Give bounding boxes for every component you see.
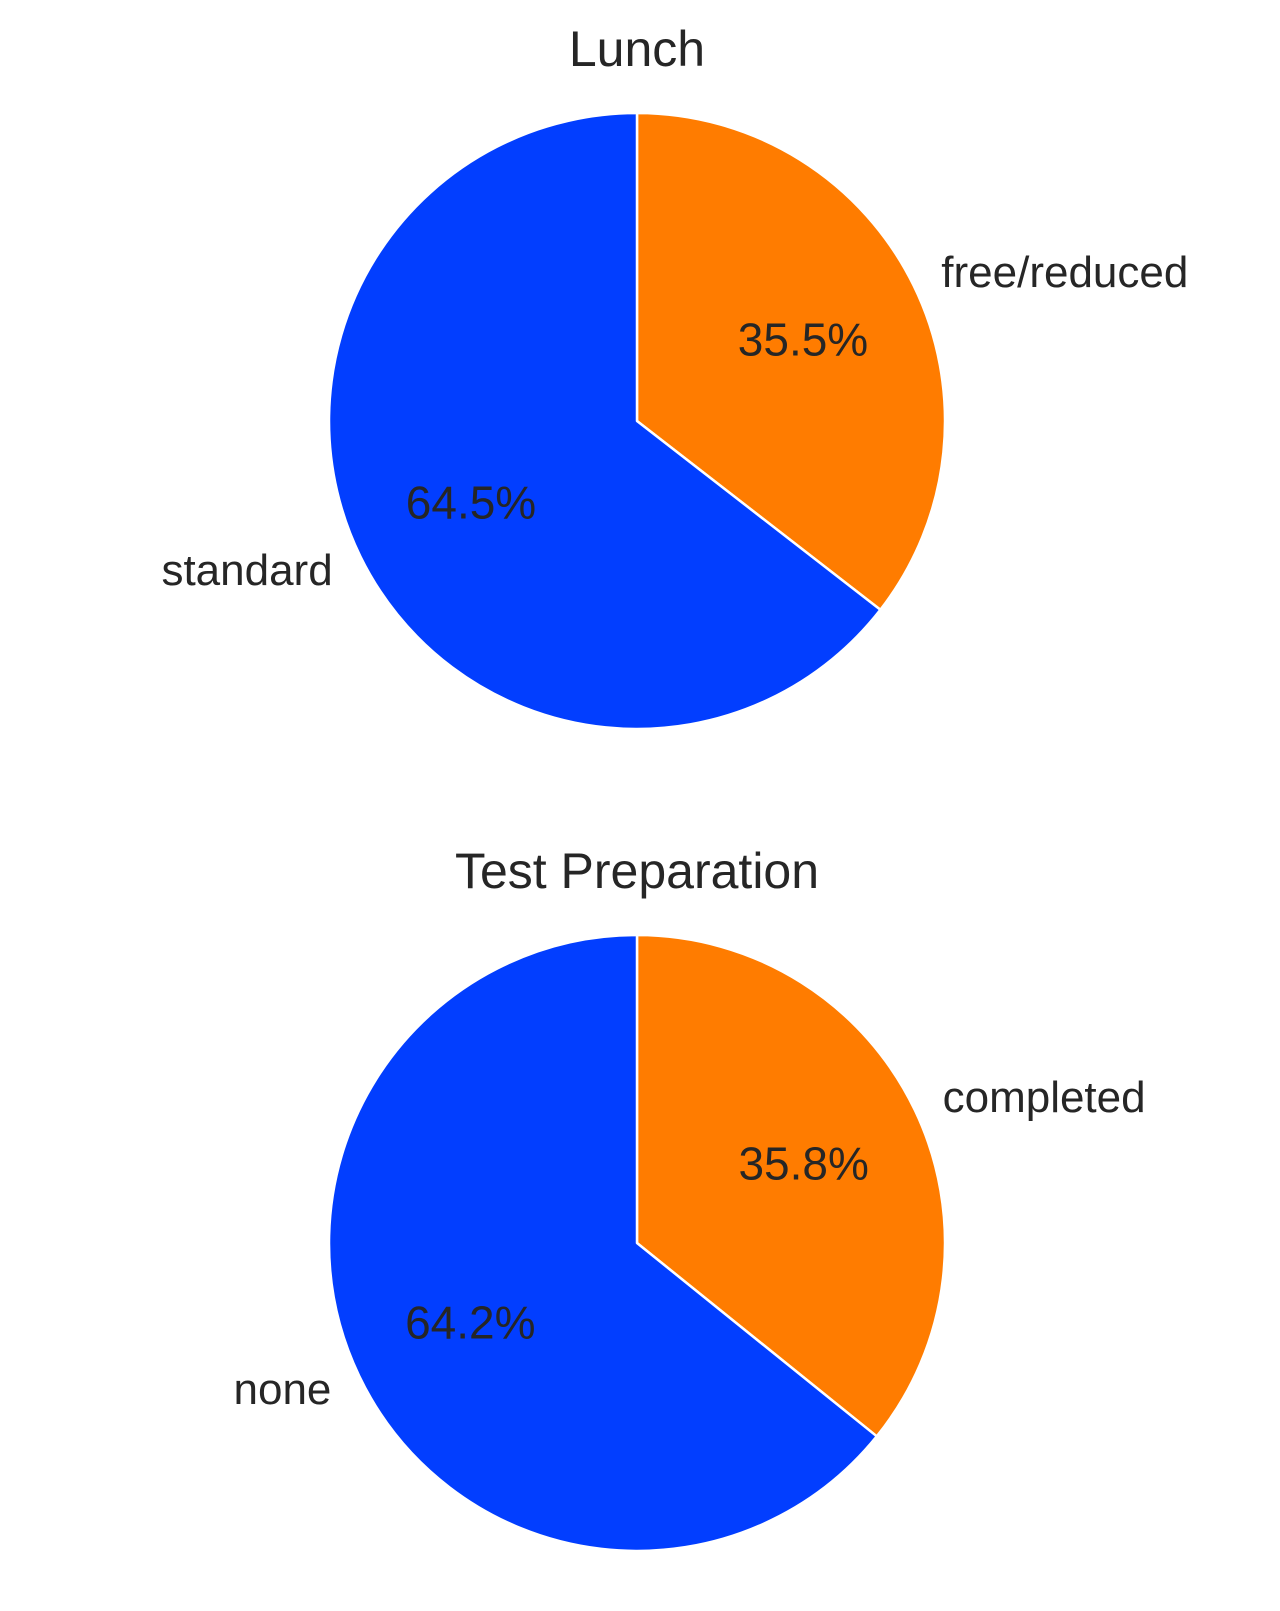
lunch-chart-title: Lunch (569, 21, 705, 77)
test-preparation-pct-label-completed: 35.8% (738, 1137, 868, 1189)
lunch-category-label-free-reduced: free/reduced (941, 248, 1188, 297)
test-preparation-slice-completed (635, 933, 947, 1438)
test-preparation-slice-none (327, 933, 879, 1553)
lunch-pct-label-standard: 64.5% (406, 476, 536, 528)
lunch-slice-free-reduced (635, 111, 947, 612)
test-preparation-chart-title: Test Preparation (455, 843, 819, 899)
test-preparation-category-label-completed: completed (943, 1073, 1146, 1122)
lunch-slices (327, 111, 947, 731)
lunch-category-label-standard: standard (161, 546, 332, 595)
lunch-pct-label-free-reduced: 35.5% (738, 314, 868, 366)
test-preparation-category-label-none: none (234, 1365, 332, 1414)
test-preparation-labels: 35.8% completed 64.2% none (234, 1073, 1146, 1414)
lunch-pie-chart: Lunch 35.5% free/reduced 64.5% standard (161, 21, 1188, 731)
test-preparation-slices (327, 933, 947, 1553)
test-preparation-pct-label-none: 64.2% (405, 1297, 535, 1349)
lunch-slice-standard (327, 111, 882, 731)
lunch-labels: 35.5% free/reduced 64.5% standard (161, 248, 1188, 595)
test-preparation-pie-chart: Test Preparation 35.8% completed 64.2% none (234, 843, 1146, 1553)
